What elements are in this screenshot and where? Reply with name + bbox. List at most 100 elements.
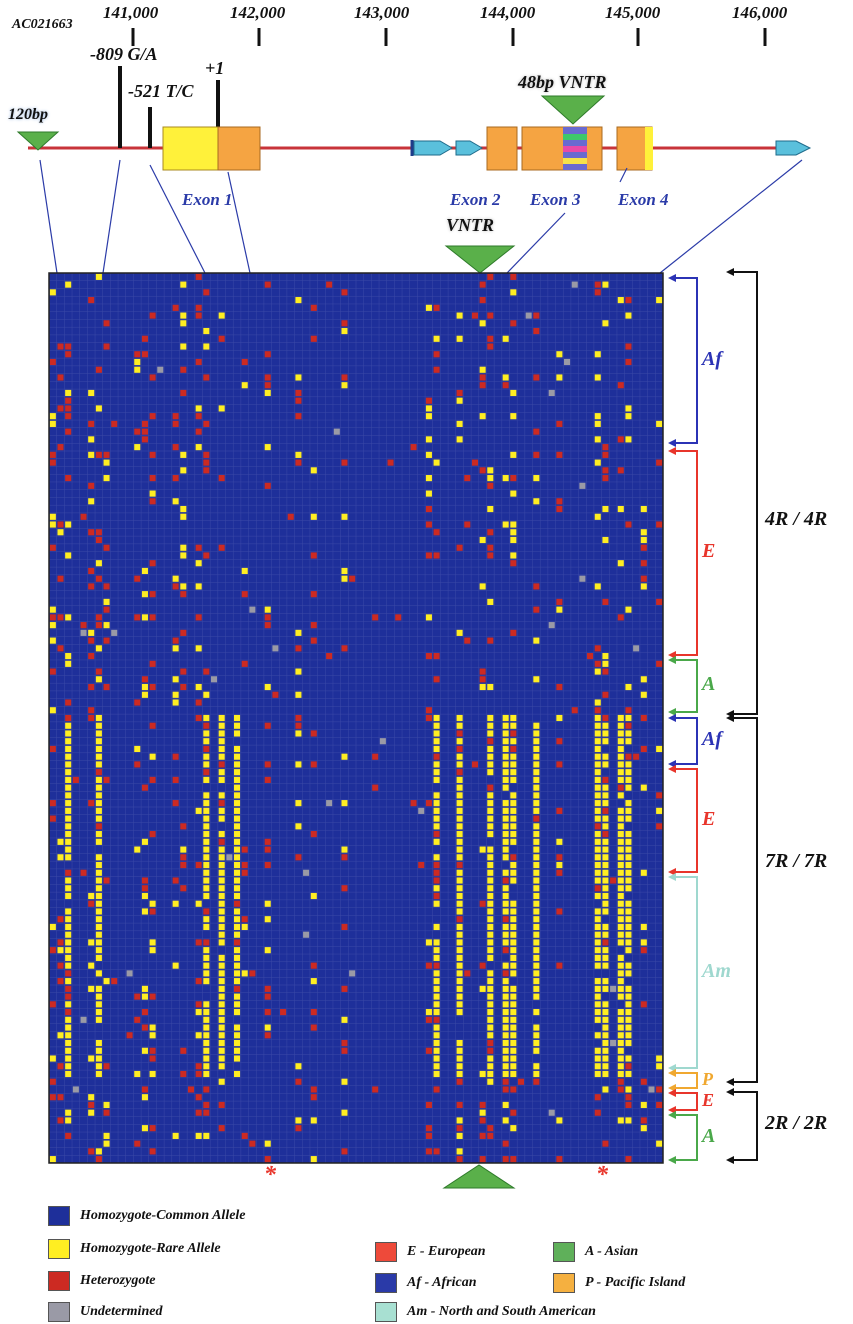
genotype-cell — [172, 413, 179, 420]
genotype-cell — [594, 583, 601, 590]
genotype-cell — [234, 1063, 241, 1070]
genotype-cell — [594, 815, 601, 822]
genotype-cell — [594, 800, 601, 807]
genotype-cell — [656, 823, 663, 830]
genotype-cell — [556, 606, 563, 613]
genotype-cell — [456, 1117, 463, 1124]
genotype-cell — [203, 861, 210, 869]
genotype-cell — [149, 1055, 156, 1062]
genotype-cell — [49, 947, 56, 954]
genotype-cell — [95, 900, 102, 907]
genotype-cell — [433, 993, 440, 1000]
genotype-cell — [218, 738, 225, 745]
genotype-cell — [617, 1055, 624, 1062]
genotype-cell — [602, 861, 609, 869]
genotype-cell — [510, 908, 517, 915]
genotype-cell — [456, 784, 463, 791]
genotype-cell — [218, 923, 225, 931]
genotype-cell — [310, 892, 317, 900]
genotype-cell — [510, 722, 517, 729]
genotype-cell — [65, 1117, 72, 1124]
genotype-cell — [533, 854, 540, 861]
legend-label: Homozygote-Rare Allele — [80, 1241, 221, 1256]
genotype-cell — [456, 831, 463, 838]
genotype-cell — [241, 591, 248, 598]
genotype-cell — [510, 823, 517, 830]
genotype-cell — [617, 1070, 624, 1078]
genotype-cell — [533, 475, 540, 482]
genotype-cell — [172, 475, 179, 482]
genotype-cell — [533, 954, 540, 961]
genotype-cell — [510, 792, 517, 799]
genotype-cell — [656, 420, 663, 427]
genotype-cell — [295, 389, 302, 397]
genotype-cell — [617, 815, 624, 822]
genotype-cell — [502, 1086, 509, 1093]
genotype-cell — [88, 297, 95, 304]
genotype-cell — [533, 776, 540, 783]
genotype-cell — [203, 807, 210, 814]
genotype-cell — [433, 1070, 440, 1078]
genotype-cell — [234, 730, 241, 737]
genotype-cell — [602, 954, 609, 961]
genotype-cell — [57, 916, 64, 923]
genotype-cell — [533, 769, 540, 776]
genotype-cell — [487, 343, 494, 350]
genotype-cell — [95, 892, 102, 900]
genotype-cell — [533, 877, 540, 884]
genotype-cell — [594, 931, 601, 938]
genotype-cell — [234, 769, 241, 776]
genotype-cell — [456, 931, 463, 938]
genotype-cell — [625, 521, 632, 528]
genotype-cell — [203, 1001, 210, 1008]
genotype-cell — [65, 846, 72, 853]
genotype-cell — [95, 807, 102, 814]
genotype-cell — [149, 374, 156, 381]
genotype-cell — [510, 993, 517, 1000]
genotype-cell — [157, 366, 164, 373]
genotype-cell — [487, 916, 494, 923]
exon3-label: Exon 3 — [530, 190, 581, 209]
genotype-cell — [510, 831, 517, 838]
genotype-cell — [510, 838, 517, 845]
genotype-cell — [625, 1009, 632, 1016]
snp-arrow-icon — [413, 140, 453, 156]
genotype-cell — [218, 745, 225, 753]
genotype-cell — [533, 838, 540, 845]
genotype-cell — [88, 900, 95, 907]
genotype-cell — [134, 699, 141, 706]
genotype-cell — [594, 885, 601, 892]
genotype-cell — [241, 916, 248, 923]
genotype-cell — [556, 807, 563, 814]
marker-plus1-label: +1 — [205, 58, 225, 78]
genotype-cell — [510, 730, 517, 737]
genotype-cell — [656, 807, 663, 814]
genotype-cell — [533, 861, 540, 869]
genotype-cell — [264, 1156, 271, 1163]
genotype-cell — [487, 800, 494, 807]
genotype-cell — [479, 583, 486, 590]
genotype-cell — [295, 1125, 302, 1132]
genotype-cell — [617, 1047, 624, 1054]
genotype-cell — [141, 985, 148, 992]
genotype-cell — [656, 598, 663, 605]
genotype-cell — [433, 653, 440, 660]
genotype-cell — [65, 776, 72, 783]
genotype-cell — [95, 838, 102, 845]
genotype-cell — [203, 869, 210, 876]
genotype-cell — [433, 923, 440, 931]
genotype-cell — [602, 823, 609, 830]
genotype-cell — [602, 536, 609, 544]
genotype-cell — [65, 753, 72, 760]
genotype-cell — [533, 1001, 540, 1008]
genotype-cell — [602, 1070, 609, 1078]
genotype-cell — [379, 738, 386, 745]
genotype-cell — [602, 660, 609, 667]
genotype-cell — [203, 1070, 210, 1078]
genotype-cell — [602, 892, 609, 900]
genotype-cell — [640, 691, 647, 698]
genotype-cell — [510, 490, 517, 497]
genotype-cell — [49, 707, 56, 714]
genotype-cell — [65, 351, 72, 358]
legend-swatch — [48, 1239, 70, 1259]
